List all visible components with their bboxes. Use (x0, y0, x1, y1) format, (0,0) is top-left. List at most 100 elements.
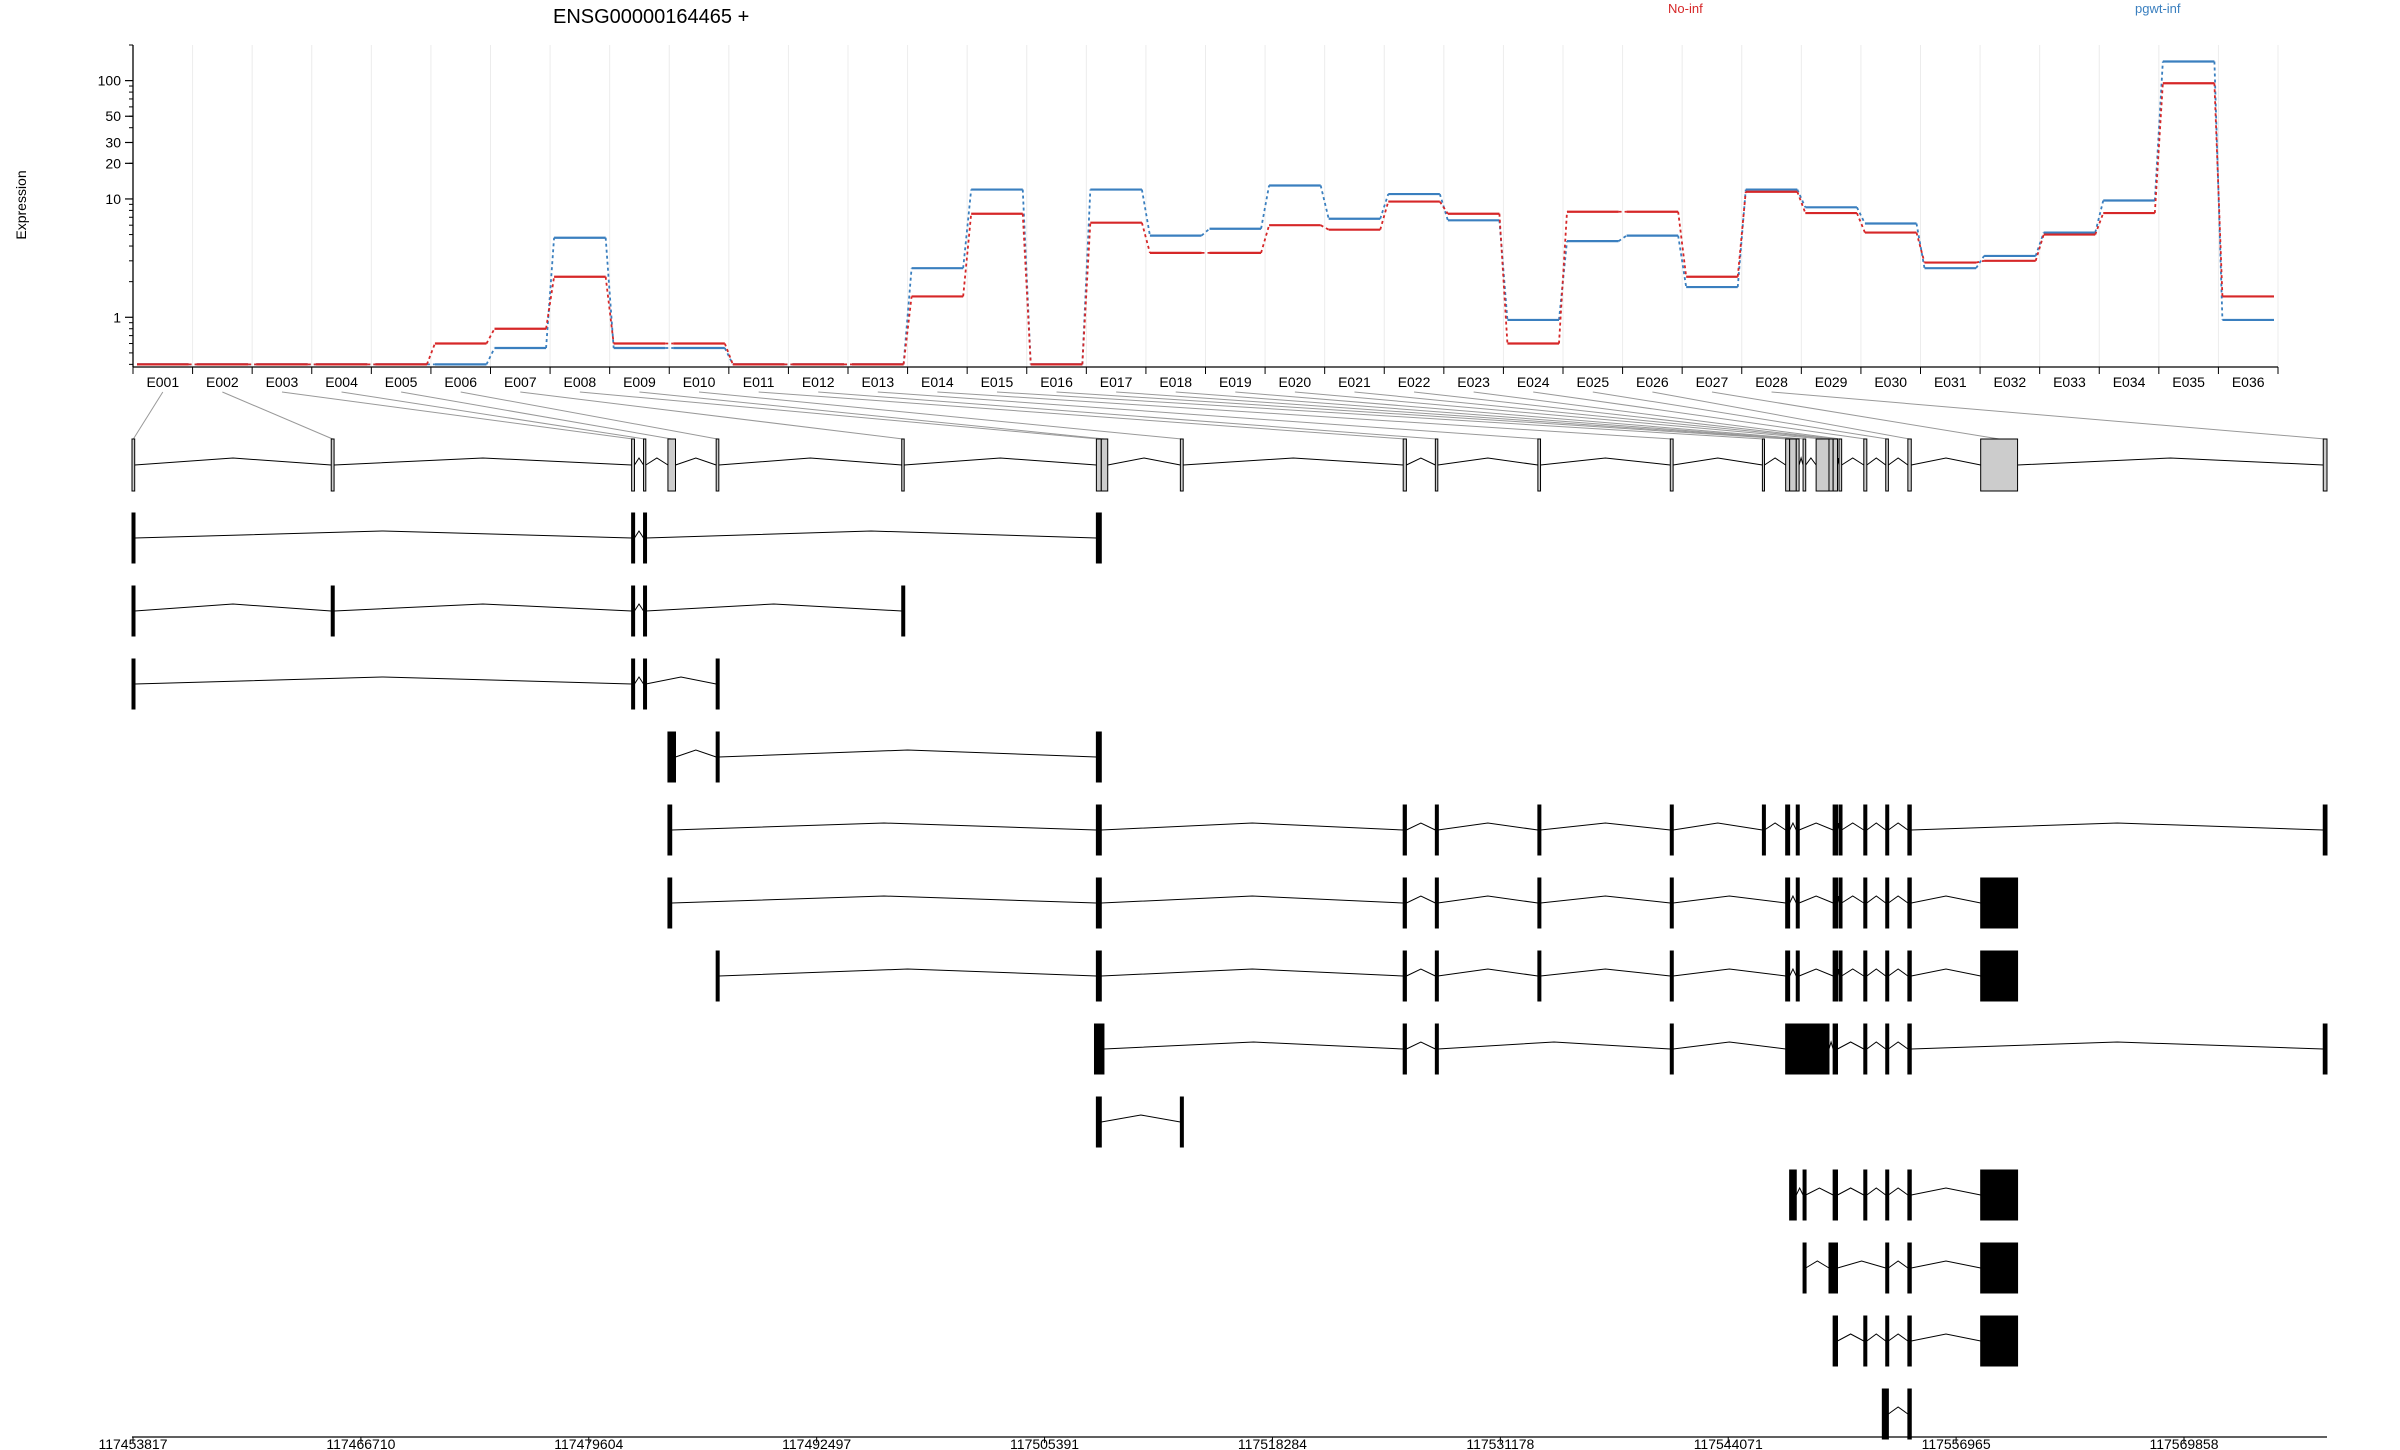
exon-label: E008 (564, 374, 597, 390)
transcript-track (1093, 1023, 2328, 1075)
intron-line (634, 603, 644, 612)
exon-block (667, 438, 677, 492)
intron-line (1406, 968, 1436, 977)
intron-line (1673, 1041, 1786, 1050)
intron-line (1805, 457, 1817, 466)
series-connector (1141, 189, 1151, 236)
exon-label: E033 (2053, 374, 2086, 390)
intron-line (1406, 1041, 1436, 1050)
intron-line (1837, 1041, 1865, 1050)
intron-line (1888, 1041, 1909, 1050)
exon-block (1863, 877, 1868, 929)
exon-block (1832, 438, 1838, 492)
intron-line (904, 457, 1097, 466)
transcript-track (1095, 1096, 1184, 1148)
exon-label: E010 (683, 374, 716, 390)
exon-block (1832, 1169, 1838, 1221)
exon-block (1980, 1242, 2019, 1294)
exon-map-line (132, 391, 164, 440)
transcript-track (667, 804, 2328, 856)
intron-line (1888, 822, 1909, 831)
series-connector (1439, 201, 1449, 215)
exon-block (2322, 438, 2328, 492)
series-connector (1379, 201, 1390, 230)
intron-line (134, 530, 632, 539)
exon-block (715, 438, 720, 492)
exon-block (1669, 438, 1674, 492)
series-connector (2153, 61, 2164, 201)
series-connector (545, 276, 555, 329)
exon-block (1907, 1023, 1912, 1075)
exon-block (1795, 804, 1800, 856)
series-connector (902, 296, 913, 365)
exon-block (1907, 1388, 1912, 1440)
intron-line (645, 457, 669, 466)
series-connector (485, 328, 496, 344)
exon-block (1095, 438, 1102, 492)
intron-line (718, 457, 902, 466)
exon-block (1885, 1315, 1890, 1367)
exon-block (1863, 438, 1868, 492)
exon-block (1885, 804, 1890, 856)
exon-block (1907, 1242, 1912, 1294)
exon-block (1885, 1242, 1890, 1294)
exon-map-line (1473, 391, 1841, 440)
series-connector (2153, 83, 2164, 214)
intron-line (1183, 457, 1404, 466)
exon-block (1669, 1023, 1674, 1075)
exon-block (1100, 438, 1109, 492)
series-1 (137, 82, 2274, 366)
exon-map-line (1771, 391, 2326, 440)
exon-block (1980, 877, 2019, 929)
exon-map-line (1533, 391, 1866, 440)
exon-block (131, 512, 136, 564)
exon-block (1795, 438, 1800, 492)
exon-block (631, 658, 636, 710)
exon-block (131, 658, 136, 710)
exon-block (1885, 877, 1890, 929)
exon-block (901, 585, 906, 637)
exon-block (631, 512, 636, 564)
exon-map-line (1294, 391, 1823, 440)
expression-plot: 1 10 20 30 50 100 E001 E002 E003 E004 E005 E006 E007… (98, 44, 2279, 390)
transcript-track (1881, 1388, 1912, 1440)
exon-label: E032 (1994, 374, 2027, 390)
exon-label: E026 (1636, 374, 1669, 390)
intron-line (1540, 968, 1671, 977)
exon-label: E003 (266, 374, 299, 390)
exon-map-line (1354, 391, 1832, 440)
intron-line (671, 822, 1097, 831)
series-connector (1915, 223, 1926, 269)
exon-block (715, 950, 720, 1002)
intron-line (1437, 457, 1538, 466)
exon-label: E002 (206, 374, 239, 390)
series-connector (1498, 213, 1509, 344)
exon-block (1863, 950, 1868, 1002)
intron-line (1798, 822, 1834, 831)
exon-block (330, 585, 335, 637)
exon-map-line (520, 391, 904, 440)
exon-block (1434, 804, 1439, 856)
intron-line (1406, 822, 1436, 831)
intron-line (1540, 457, 1671, 466)
exon-block (1785, 877, 1791, 929)
intron-line (1866, 1187, 1887, 1196)
exon-block (1815, 438, 1830, 492)
intron-line (334, 603, 632, 612)
chart-title: ENSG00000164465 + (553, 6, 749, 28)
genome-tick-label: 117505391 (1010, 1436, 1079, 1450)
series-connector (1141, 222, 1151, 254)
series-connector (1260, 185, 1270, 229)
exon-block (667, 804, 673, 856)
intron-line (1798, 895, 1834, 904)
exon-block (1828, 1242, 1838, 1294)
exon-block (1795, 877, 1800, 929)
exon-block (1537, 804, 1542, 856)
genome-tick-label: 117544071 (1694, 1436, 1763, 1450)
intron-line (1888, 1406, 1909, 1415)
exon-map-line (1235, 391, 1805, 440)
exon-label: E027 (1696, 374, 1729, 390)
exon-map-line (1175, 391, 1798, 440)
exon-map-line (877, 391, 1540, 440)
